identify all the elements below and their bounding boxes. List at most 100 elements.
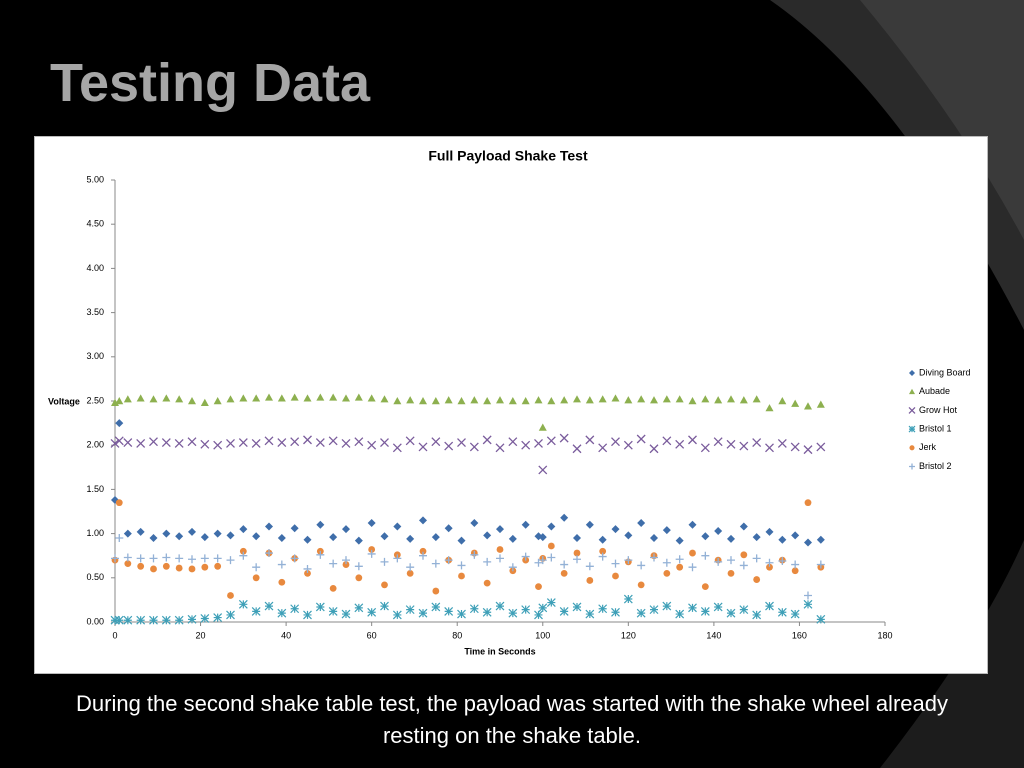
data-point: [675, 555, 684, 564]
data-point: [162, 394, 171, 402]
data-point: [355, 574, 363, 582]
data-point: [354, 437, 364, 447]
data-point: [572, 602, 582, 612]
data-point: [187, 614, 197, 624]
data-point: [688, 435, 697, 445]
data-point: [804, 591, 812, 600]
data-point: [162, 529, 171, 538]
data-point: [791, 567, 799, 575]
data-point: [329, 393, 338, 401]
data-point: [470, 550, 479, 559]
data-point: [727, 395, 735, 403]
data-point: [791, 560, 800, 569]
data-point: [342, 394, 350, 402]
data-point: [752, 533, 761, 542]
data-point: [778, 557, 787, 566]
data-point: [611, 437, 620, 447]
data-point: [342, 525, 350, 534]
chart: Full Payload Shake Test Time in Seconds …: [34, 136, 988, 674]
data-point: [804, 499, 812, 507]
data-point: [341, 438, 351, 448]
data-point: [226, 438, 235, 448]
data-point: [585, 520, 594, 529]
data-point: [508, 397, 517, 405]
data-point: [290, 437, 300, 447]
data-point: [739, 396, 748, 404]
data-point: [227, 592, 234, 599]
data-point: [201, 563, 209, 571]
legend-marker: [909, 445, 915, 451]
legend-label: Aubade: [919, 386, 950, 396]
data-point: [315, 438, 325, 448]
data-point: [469, 604, 479, 614]
data-point: [457, 438, 466, 448]
data-point: [405, 605, 415, 615]
data-point: [367, 394, 376, 402]
data-point: [354, 603, 364, 613]
data-point: [328, 436, 338, 446]
y-tick-label: 0.00: [86, 616, 104, 626]
data-point: [393, 397, 402, 405]
data-point: [381, 581, 388, 589]
y-axis-label: Voltage: [48, 396, 80, 406]
data-point: [238, 438, 248, 448]
data-point: [110, 615, 120, 625]
data-point: [688, 520, 697, 529]
data-point: [444, 524, 453, 533]
data-point: [752, 610, 762, 620]
data-point: [354, 562, 363, 571]
data-point: [598, 395, 607, 403]
data-point: [496, 554, 504, 563]
data-point: [406, 569, 414, 577]
data-point: [559, 606, 569, 616]
data-point: [200, 533, 209, 542]
data-point: [380, 395, 389, 403]
data-point: [701, 583, 709, 591]
data-point: [457, 536, 466, 545]
data-point: [495, 601, 505, 611]
data-point: [599, 547, 607, 555]
data-point: [444, 606, 454, 616]
data-point: [538, 556, 547, 565]
x-tick-label: 0: [112, 630, 117, 640]
data-point: [444, 396, 453, 404]
data-point: [791, 531, 800, 540]
data-point: [136, 554, 145, 563]
data-point: [816, 442, 826, 452]
legend-label: Diving Board: [919, 367, 971, 377]
data-point: [175, 564, 183, 572]
data-point: [777, 438, 787, 448]
data-point: [496, 396, 504, 404]
data-point: [316, 393, 325, 401]
data-point: [238, 599, 248, 609]
data-point: [174, 615, 184, 625]
data-point: [662, 601, 672, 611]
data-point: [188, 565, 196, 573]
data-point: [316, 550, 325, 559]
data-point: [535, 583, 542, 591]
data-point: [213, 397, 222, 405]
data-point: [713, 437, 723, 447]
data-point: [713, 602, 723, 612]
legend-marker: [909, 388, 915, 395]
data-point: [470, 518, 479, 527]
data-point: [354, 393, 363, 401]
data-point: [790, 442, 800, 452]
data-point: [380, 532, 389, 541]
data-point: [277, 534, 286, 543]
y-tick-label: 5.00: [86, 174, 104, 184]
data-point: [585, 609, 595, 619]
data-point: [251, 606, 261, 616]
data-point: [765, 404, 774, 412]
x-tick-label: 100: [535, 630, 550, 640]
data-point: [367, 440, 377, 450]
data-point: [714, 557, 723, 566]
x-tick-label: 180: [877, 630, 892, 640]
data-point: [727, 534, 735, 543]
y-tick-label: 0.50: [86, 572, 104, 582]
data-point: [161, 615, 171, 625]
data-point: [623, 594, 633, 604]
data-point: [482, 435, 492, 445]
data-point: [636, 608, 646, 618]
data-point: [752, 554, 761, 563]
